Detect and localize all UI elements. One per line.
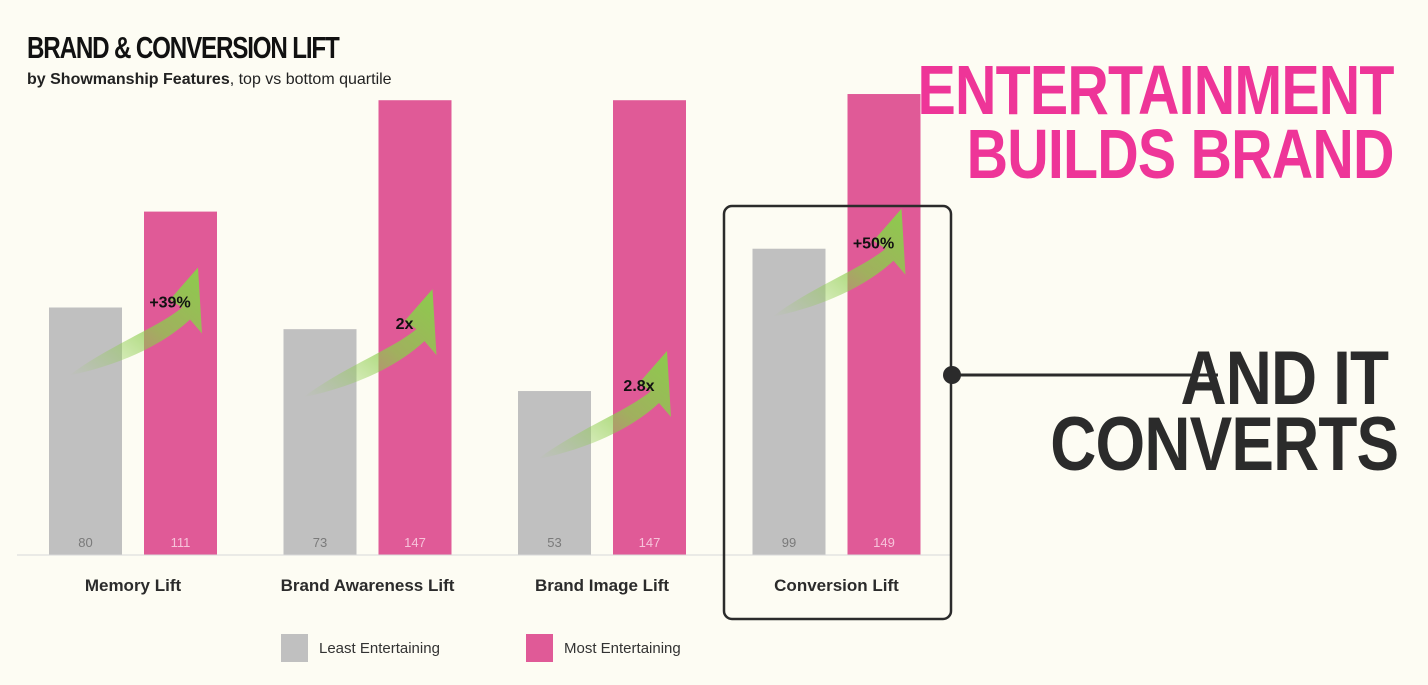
lift-arrow-0	[69, 267, 202, 376]
lift-label-2: 2.8x	[623, 378, 654, 395]
headline-line1: ENTERTAINMENT	[917, 51, 1395, 129]
headline-entertainment: ENTERTAINMENT BUILDS BRAND	[917, 51, 1395, 193]
lift-arrow-1	[303, 289, 437, 398]
lift-label-3: +50%	[853, 236, 894, 253]
value-label-least-1: 73	[313, 535, 327, 550]
callout-line1: AND IT	[1180, 336, 1389, 421]
subtitle-rest: , top vs bottom quartile	[229, 71, 392, 88]
callout-line2: CONVERTS	[1050, 402, 1399, 487]
legend-most-swatch	[526, 634, 553, 662]
chart-title: BRAND & CONVERSION LIFT	[27, 30, 340, 65]
bar-most-2	[613, 100, 686, 555]
conversion-highlight-box	[722, 204, 953, 621]
value-label-least-2: 53	[547, 535, 561, 550]
legend-most: Most Entertaining	[526, 634, 681, 662]
value-label-most-2: 147	[639, 535, 661, 550]
bar-most-3	[847, 94, 921, 555]
lift-label-1: 2x	[396, 316, 414, 333]
bar-least-0	[49, 307, 122, 555]
lift-arrow-2	[538, 351, 671, 460]
lift-arrow-3	[772, 208, 906, 317]
subtitle-bold: by Showmanship Features	[27, 71, 230, 88]
category-label-0: Memory Lift	[85, 576, 182, 595]
callout-converts: AND IT CONVERTS	[1050, 336, 1399, 487]
category-label-2: Brand Image Lift	[535, 576, 669, 595]
category-label-1: Brand Awareness Lift	[281, 576, 455, 595]
chart-subtitle: by Showmanship Features, top vs bottom q…	[27, 71, 392, 89]
bar-most-0	[144, 211, 217, 555]
value-label-most-0: 111	[171, 535, 191, 550]
legend-least: Least Entertaining	[281, 634, 440, 662]
lift-label-0: +39%	[149, 295, 190, 312]
legend-most-label: Most Entertaining	[564, 639, 681, 657]
category-label-3: Conversion Lift	[774, 576, 899, 595]
value-label-most-1: 147	[404, 535, 426, 550]
value-label-most-3: 149	[873, 535, 895, 550]
bar-least-1	[283, 329, 357, 555]
headline-line2: BUILDS BRAND	[966, 115, 1395, 193]
value-label-least-3: 99	[782, 535, 796, 550]
value-label-least-0: 80	[78, 535, 92, 550]
bar-least-2	[518, 391, 591, 555]
legend-least-label: Least Entertaining	[319, 639, 440, 657]
legend-least-swatch	[281, 634, 308, 662]
